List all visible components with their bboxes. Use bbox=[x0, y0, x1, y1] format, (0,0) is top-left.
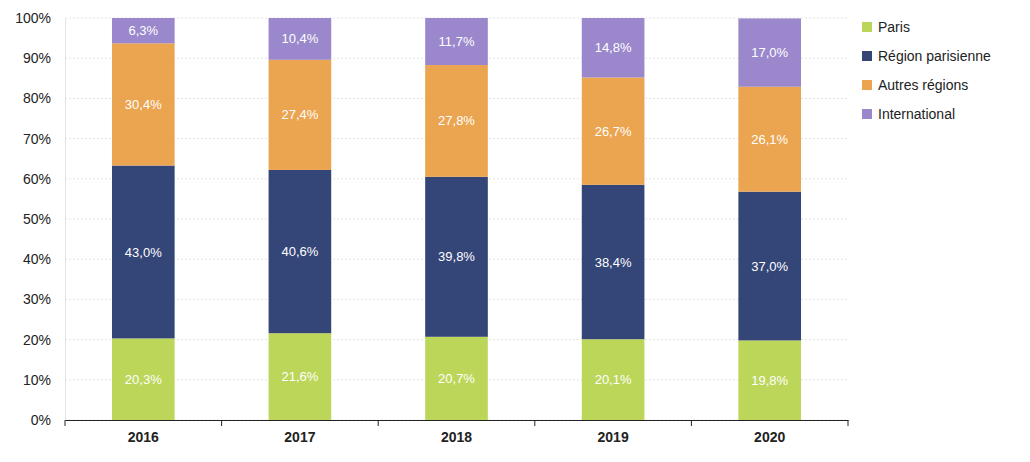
y-tick-label: 100% bbox=[15, 10, 51, 26]
data-label: 21,6% bbox=[281, 369, 318, 384]
y-tick: 0% bbox=[31, 412, 65, 428]
data-label: 20,1% bbox=[595, 372, 632, 387]
y-tick: 70% bbox=[23, 131, 65, 147]
bar-segment bbox=[269, 333, 332, 420]
x-tick-label: 2019 bbox=[598, 429, 629, 445]
bar-segment bbox=[269, 60, 332, 170]
bars bbox=[112, 18, 801, 420]
legend-label: International bbox=[878, 106, 955, 122]
y-tick: 10% bbox=[23, 372, 65, 388]
bar-segment bbox=[269, 170, 332, 333]
legend-item: Autres régions bbox=[862, 77, 968, 93]
bar-segment bbox=[582, 339, 645, 420]
bar-segment bbox=[112, 166, 175, 339]
category-separator bbox=[378, 420, 379, 426]
data-label: 20,7% bbox=[438, 371, 475, 386]
data-label: 6,3% bbox=[128, 23, 158, 38]
y-tick: 20% bbox=[23, 332, 65, 348]
legend-item: International bbox=[862, 106, 955, 122]
data-label: 11,7% bbox=[439, 34, 475, 49]
data-label: 38,4% bbox=[595, 255, 632, 270]
legend-label: Paris bbox=[878, 19, 910, 35]
x-tick: 2019 bbox=[598, 420, 629, 445]
y-axis: 0% 10% 20% 30% 40% 50% 60% 70% 80% 90% 100% bbox=[15, 10, 65, 428]
y-tick-label: 30% bbox=[23, 291, 51, 307]
data-label: 10,4% bbox=[281, 31, 318, 46]
y-tick-label: 70% bbox=[23, 131, 51, 147]
bar-segment bbox=[269, 18, 332, 60]
bar-segment bbox=[425, 177, 488, 337]
x-tick-label: 2020 bbox=[754, 429, 785, 445]
legend: Paris Région parisienne Autres régions Inte… bbox=[862, 19, 991, 122]
bar-segment bbox=[582, 77, 645, 184]
bar-segment bbox=[112, 18, 175, 43]
y-tick: 100% bbox=[15, 10, 65, 26]
y-tick: 30% bbox=[23, 291, 65, 307]
y-tick: 80% bbox=[23, 90, 65, 106]
y-tick-label: 0% bbox=[31, 412, 51, 428]
grid bbox=[65, 18, 848, 420]
data-label: 19,8% bbox=[751, 373, 788, 388]
x-axis: 2016 2017 2018 2019 2020 bbox=[66, 420, 849, 445]
bar-segment bbox=[425, 18, 488, 65]
data-label: 37,0% bbox=[751, 259, 788, 274]
bar-segment bbox=[738, 340, 801, 420]
y-axis-line bbox=[65, 19, 66, 421]
data-label: 40,6% bbox=[281, 244, 318, 259]
y-tick-label: 60% bbox=[23, 171, 51, 187]
category-separator bbox=[691, 420, 692, 426]
data-label: 14,8% bbox=[595, 40, 632, 55]
x-tick: 2018 bbox=[441, 420, 472, 445]
bar-segment bbox=[738, 192, 801, 341]
legend-swatch bbox=[862, 109, 872, 119]
legend-swatch bbox=[862, 80, 872, 90]
data-label: 43,0% bbox=[125, 245, 162, 260]
legend-label: Autres régions bbox=[878, 77, 968, 93]
data-label: 39,8% bbox=[438, 249, 475, 264]
x-tick-label: 2016 bbox=[128, 429, 159, 445]
y-tick-label: 40% bbox=[23, 251, 51, 267]
legend-swatch bbox=[862, 22, 872, 32]
bar-segment bbox=[112, 43, 175, 165]
y-tick: 40% bbox=[23, 251, 65, 267]
legend-swatch bbox=[862, 51, 872, 61]
bar-segment bbox=[582, 18, 645, 77]
data-labels: 20,3% 21,6% 20,7% 20,1% 19,8% 43,0% 40,6% 39,8%… bbox=[125, 23, 789, 388]
y-tick-label: 90% bbox=[23, 50, 51, 66]
bar-segment bbox=[582, 185, 645, 339]
bar-segment bbox=[738, 87, 801, 192]
category-separator bbox=[221, 420, 222, 426]
data-label: 26,1% bbox=[751, 132, 788, 147]
x-tick: 2020 bbox=[754, 420, 785, 445]
y-tick-label: 50% bbox=[23, 211, 51, 227]
data-label: 17,0% bbox=[751, 45, 788, 60]
x-axis-line bbox=[66, 420, 849, 421]
legend-label: Région parisienne bbox=[878, 48, 991, 64]
data-label: 20,3% bbox=[125, 372, 162, 387]
x-tick-label: 2018 bbox=[441, 429, 472, 445]
category-separator bbox=[534, 420, 535, 426]
legend-item: Région parisienne bbox=[862, 48, 991, 64]
data-label: 26,7% bbox=[595, 124, 632, 139]
data-label: 30,4% bbox=[125, 97, 162, 112]
bar-segment bbox=[112, 338, 175, 420]
bar-segment bbox=[425, 337, 488, 420]
category-separator bbox=[848, 420, 849, 426]
data-label: 27,4% bbox=[281, 107, 318, 122]
x-tick: 2017 bbox=[284, 420, 315, 445]
chart: 0% 10% 20% 30% 40% 50% 60% 70% 80% 90% 100% 20,3% 21… bbox=[0, 0, 1030, 462]
bar-segment bbox=[738, 18, 801, 86]
bar-segment bbox=[425, 65, 488, 177]
y-tick: 60% bbox=[23, 171, 65, 187]
x-tick-label: 2017 bbox=[284, 429, 315, 445]
x-tick: 2016 bbox=[128, 420, 159, 445]
category-separator bbox=[65, 420, 66, 426]
y-tick-label: 80% bbox=[23, 90, 51, 106]
y-tick: 90% bbox=[23, 50, 65, 66]
data-label: 27,8% bbox=[438, 113, 475, 128]
legend-item: Paris bbox=[862, 19, 910, 35]
y-tick-label: 10% bbox=[23, 372, 51, 388]
y-tick: 50% bbox=[23, 211, 65, 227]
y-tick-label: 20% bbox=[23, 332, 51, 348]
